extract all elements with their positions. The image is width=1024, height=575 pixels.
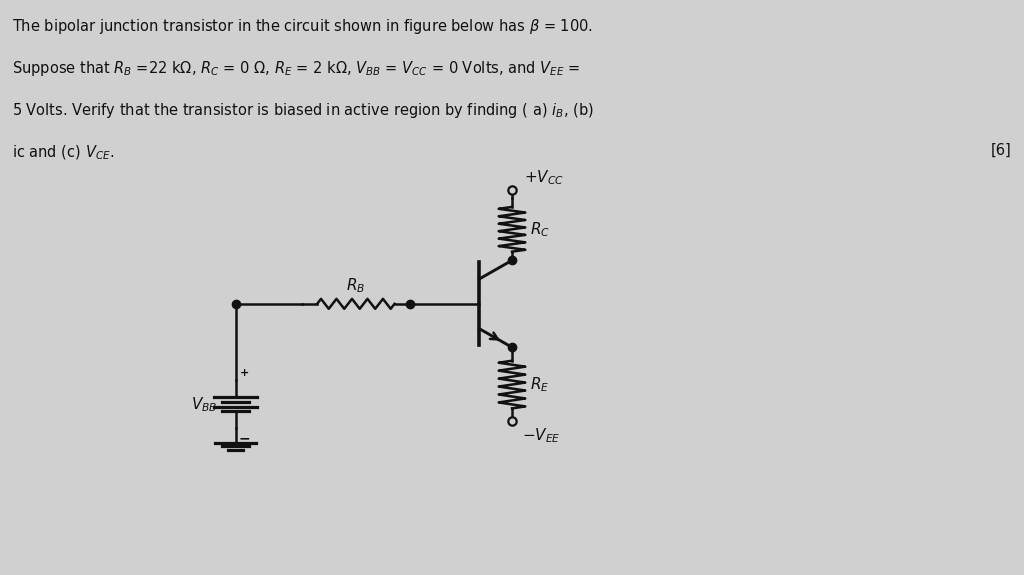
Text: $+V_{CC}$: $+V_{CC}$ xyxy=(524,168,564,187)
Text: ic and (c) $V_{CE}$.: ic and (c) $V_{CE}$. xyxy=(12,143,115,162)
Text: 5 Volts. Verify that the transistor is biased in active region by finding ( a) $: 5 Volts. Verify that the transistor is b… xyxy=(12,101,594,120)
Text: $V_{BB}$: $V_{BB}$ xyxy=(190,395,217,413)
Text: $R_E$: $R_E$ xyxy=(530,375,550,394)
Text: −: − xyxy=(239,431,251,446)
Text: +: + xyxy=(240,367,250,378)
Text: [6]: [6] xyxy=(991,143,1012,158)
Text: $R_C$: $R_C$ xyxy=(530,220,551,239)
Text: Suppose that $R_B$ =22 k$\Omega$, $R_C$ = 0 $\Omega$, $R_E$ = 2 k$\Omega$, $V_{B: Suppose that $R_B$ =22 k$\Omega$, $R_C$ … xyxy=(12,59,581,78)
Text: $R_B$: $R_B$ xyxy=(346,276,366,295)
Text: $-V_{EE}$: $-V_{EE}$ xyxy=(522,426,561,444)
Text: The bipolar junction transistor in the circuit shown in figure below has $\beta$: The bipolar junction transistor in the c… xyxy=(12,17,593,36)
